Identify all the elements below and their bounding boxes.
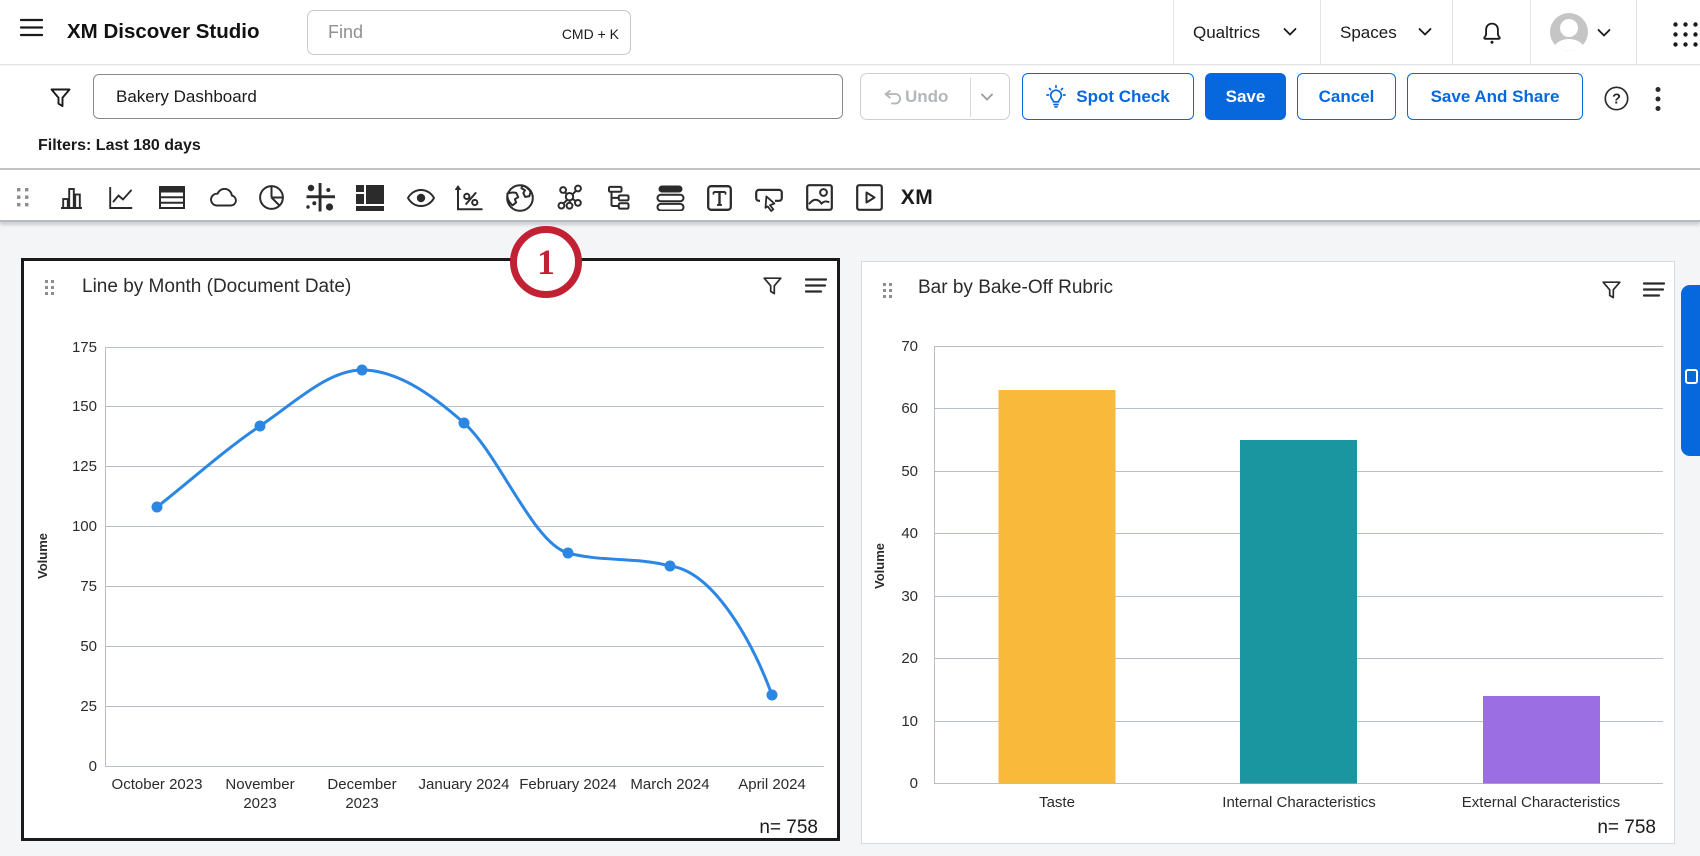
svg-text:20: 20 [901, 650, 918, 667]
svg-text:Taste: Taste [1039, 794, 1075, 811]
svg-text:n= 758: n= 758 [1597, 817, 1656, 838]
svg-text:175: 175 [72, 339, 97, 356]
svg-text:External Characteristics: External Characteristics [1462, 794, 1620, 811]
svg-text:Volume: Volume [872, 543, 887, 589]
svg-text:100: 100 [72, 518, 97, 535]
svg-text:30: 30 [901, 588, 918, 605]
svg-text:0: 0 [910, 775, 918, 792]
svg-text:Volume: Volume [35, 533, 50, 579]
svg-text:?: ? [1612, 92, 1621, 108]
svg-text:150: 150 [72, 398, 97, 415]
svg-text:70: 70 [901, 338, 918, 355]
svg-text:60: 60 [901, 400, 918, 417]
svg-text:10: 10 [901, 713, 918, 730]
svg-text:25: 25 [80, 698, 97, 715]
svg-text:April 2024: April 2024 [738, 776, 806, 793]
svg-text:50: 50 [901, 463, 918, 480]
svg-text:75: 75 [80, 578, 97, 595]
svg-text:December: December [327, 776, 396, 793]
svg-text:November: November [225, 776, 294, 793]
svg-text:n= 758: n= 758 [759, 817, 818, 838]
svg-text:2023: 2023 [345, 795, 378, 812]
svg-text:0: 0 [89, 758, 97, 775]
svg-text:January 2024: January 2024 [419, 776, 510, 793]
svg-text:125: 125 [72, 458, 97, 475]
svg-text:50: 50 [80, 638, 97, 655]
svg-text:Internal Characteristics: Internal Characteristics [1222, 794, 1375, 811]
svg-text:40: 40 [901, 525, 918, 542]
svg-text:2023: 2023 [243, 795, 276, 812]
svg-text:October 2023: October 2023 [112, 776, 203, 793]
svg-text:March 2024: March 2024 [630, 776, 709, 793]
svg-text:February 2024: February 2024 [519, 776, 617, 793]
